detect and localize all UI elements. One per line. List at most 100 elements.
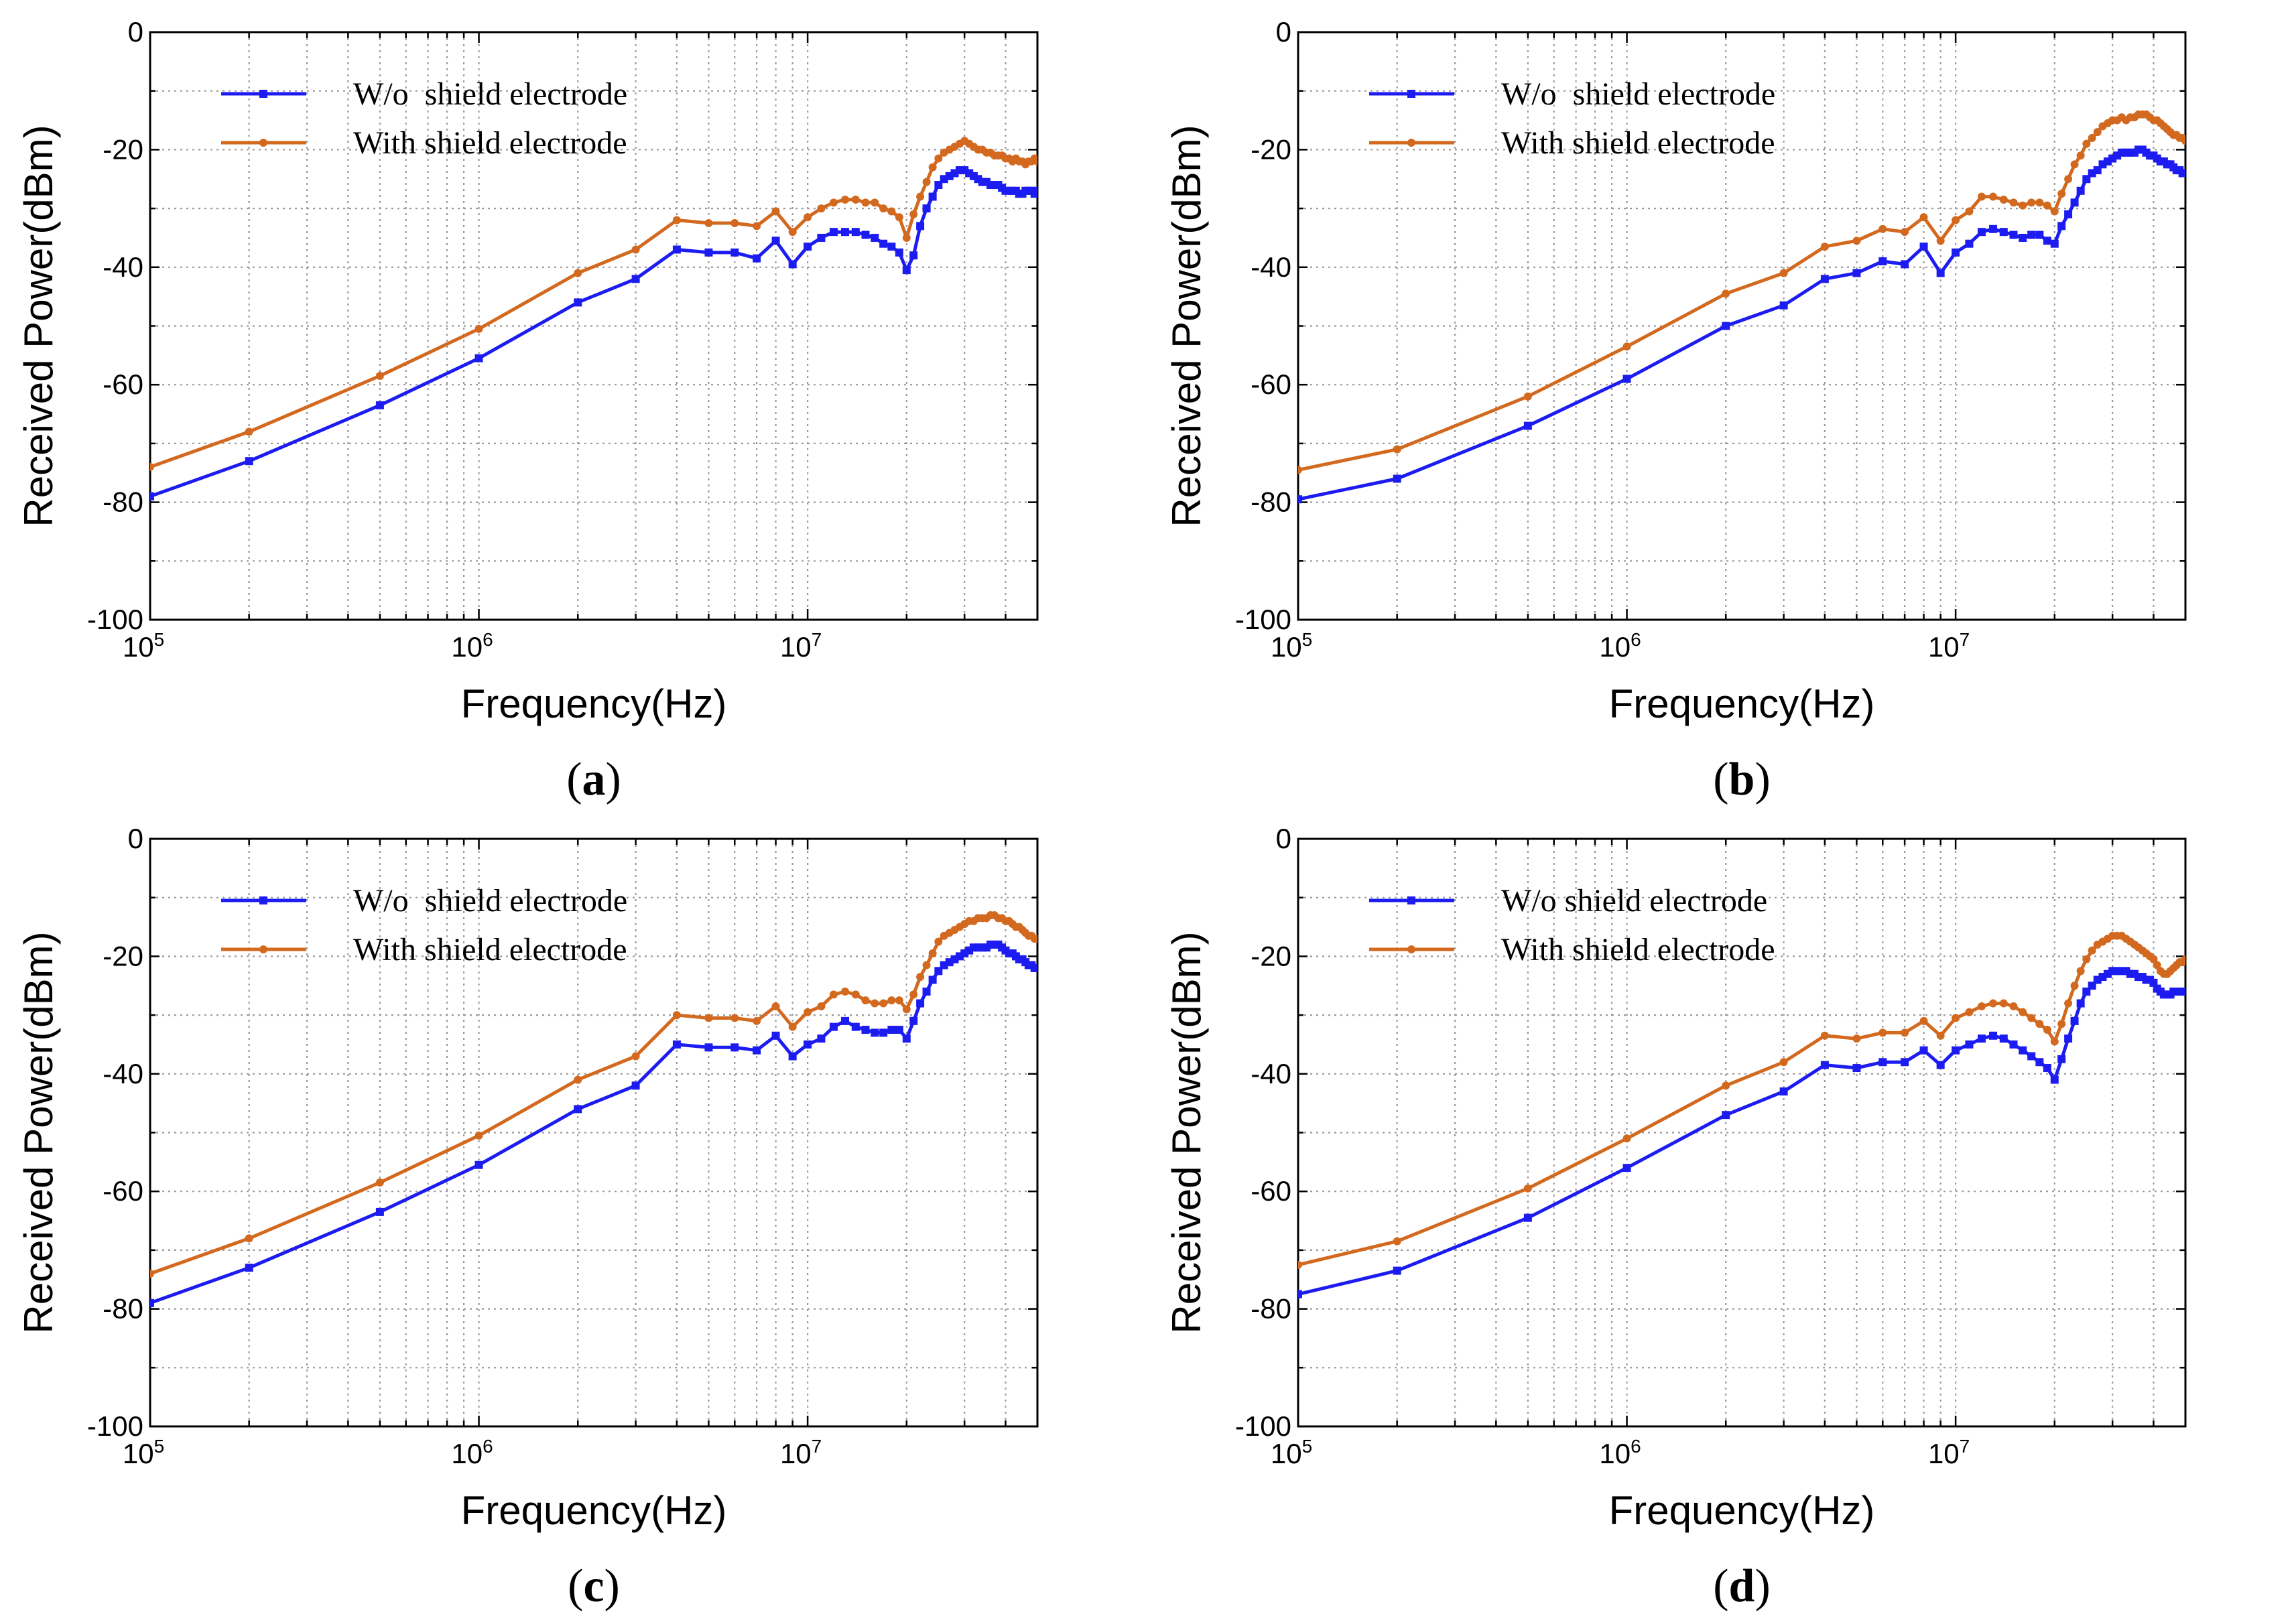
x-tick-label: 106: [451, 629, 493, 663]
caption-paren-open: (: [1713, 1560, 1728, 1612]
panel-caption: (b): [1713, 754, 1771, 805]
data-point-circle: [895, 996, 903, 1005]
data-point-circle: [1901, 1028, 1909, 1037]
data-point-square: [2050, 1075, 2059, 1084]
data-point-circle: [1999, 195, 2008, 204]
data-point-circle: [916, 973, 925, 982]
data-point-square: [829, 1022, 838, 1031]
legend-label: W/o shield electrode: [1501, 883, 1767, 919]
data-point-square: [1952, 1046, 1960, 1055]
data-point-square: [902, 266, 911, 275]
data-point-circle: [2070, 982, 2079, 990]
x-tick-label-exponent: 7: [812, 1436, 822, 1457]
data-point-circle: [1878, 224, 1887, 233]
panel-a: 0 -20 -40 -60 -80 -100 105 106 107 Frequency(Hz) R…: [0, 0, 1148, 807]
data-point-circle: [1999, 999, 2008, 1008]
x-tick-label: 107: [1928, 629, 1970, 663]
x-tick-label-exponent: 5: [1302, 629, 1313, 650]
data-point-square: [851, 1022, 860, 1031]
data-point-square: [1820, 275, 1829, 283]
tick-marks: [1297, 837, 2187, 1428]
grid: [150, 839, 1037, 1426]
data-point-square: [1393, 1266, 1401, 1275]
data-point-square: [631, 275, 640, 283]
data-point-square: [704, 248, 713, 257]
data-point-square: [1989, 1031, 1998, 1040]
data-point-circle: [2009, 1002, 2018, 1010]
data-point-circle: [861, 996, 870, 1005]
data-point-square: [1298, 495, 1302, 504]
data-point-circle: [2082, 955, 2091, 963]
data-point-circle: [2076, 967, 2085, 976]
legend-marker-circle: [259, 945, 267, 953]
data-point-square: [2057, 222, 2066, 230]
x-tick-label-base: 10: [1928, 631, 1960, 663]
legend-label: With shield electrode: [353, 932, 627, 967]
data-point-square: [771, 237, 780, 245]
data-point-square: [574, 298, 582, 307]
data-point-square: [150, 1298, 154, 1307]
markers-with-shield: [150, 911, 1037, 1278]
data-point-square: [1523, 421, 1532, 430]
data-point-circle: [2076, 151, 2085, 160]
data-point-square: [2181, 988, 2185, 996]
data-point-circle: [730, 1014, 739, 1022]
data-point-square: [1779, 301, 1788, 310]
data-point-circle: [2027, 1014, 2036, 1022]
data-point-square: [1779, 1087, 1788, 1096]
data-point-square: [804, 1040, 812, 1049]
data-point-square: [245, 1264, 253, 1272]
y-tick-label: -100: [87, 1410, 143, 1442]
legend-label: W/o shield electrode: [353, 76, 627, 112]
data-point-square: [2050, 239, 2059, 248]
x-tick-label-base: 10: [1599, 631, 1631, 663]
series-line-with-shield: [150, 139, 1037, 469]
data-point-square: [2076, 186, 2085, 195]
data-point-square: [1033, 186, 1037, 195]
data-point-square: [1878, 257, 1887, 266]
data-point-circle: [2009, 198, 2018, 207]
data-point-circle: [2050, 1037, 2059, 1046]
y-tick-label: -20: [1251, 940, 1291, 971]
data-point-square: [788, 1052, 797, 1061]
data-point-square: [574, 1105, 582, 1114]
panel-caption: (d): [1713, 1560, 1771, 1612]
data-point-circle: [2088, 133, 2096, 142]
data-point-circle: [704, 1014, 713, 1022]
y-tick-label: 0: [1276, 823, 1291, 854]
data-point-square: [861, 1026, 870, 1034]
x-tick-label-base: 10: [123, 1438, 154, 1469]
data-point-square: [2019, 1046, 2027, 1055]
x-tick-label-exponent: 7: [812, 629, 822, 650]
data-point-circle: [704, 219, 713, 228]
data-point-circle: [1033, 157, 1037, 165]
caption-letter: a: [582, 754, 606, 805]
series-line-without-shield: [150, 943, 1037, 1305]
data-point-circle: [245, 427, 253, 436]
x-axis-title: Frequency(Hz): [1609, 1488, 1875, 1533]
data-point-square: [730, 248, 739, 257]
data-point-square: [788, 260, 797, 269]
y-tick-label: -80: [103, 1293, 143, 1325]
data-point-circle: [730, 219, 739, 228]
data-point-square: [1977, 1034, 1986, 1043]
data-point-circle: [1820, 243, 1829, 251]
data-point-circle: [771, 1002, 780, 1010]
grid: [150, 32, 1037, 620]
data-point-circle: [1820, 1031, 1829, 1040]
data-point-circle: [909, 990, 918, 999]
series-line-without-shield: [150, 168, 1037, 498]
data-point-circle: [928, 949, 937, 958]
data-point-square: [928, 976, 937, 984]
data-point-circle: [1033, 935, 1037, 943]
data-point-square: [928, 192, 937, 201]
data-point-square: [804, 243, 812, 251]
data-point-circle: [887, 207, 896, 216]
data-point-circle: [2181, 137, 2185, 145]
panel-c: 0 -20 -40 -60 -80 -100 105 106 107 Frequency(Hz) R…: [0, 807, 1148, 1614]
data-point-square: [474, 354, 483, 362]
y-tick-label: -100: [1235, 1410, 1291, 1442]
data-point-square: [1936, 269, 1945, 277]
